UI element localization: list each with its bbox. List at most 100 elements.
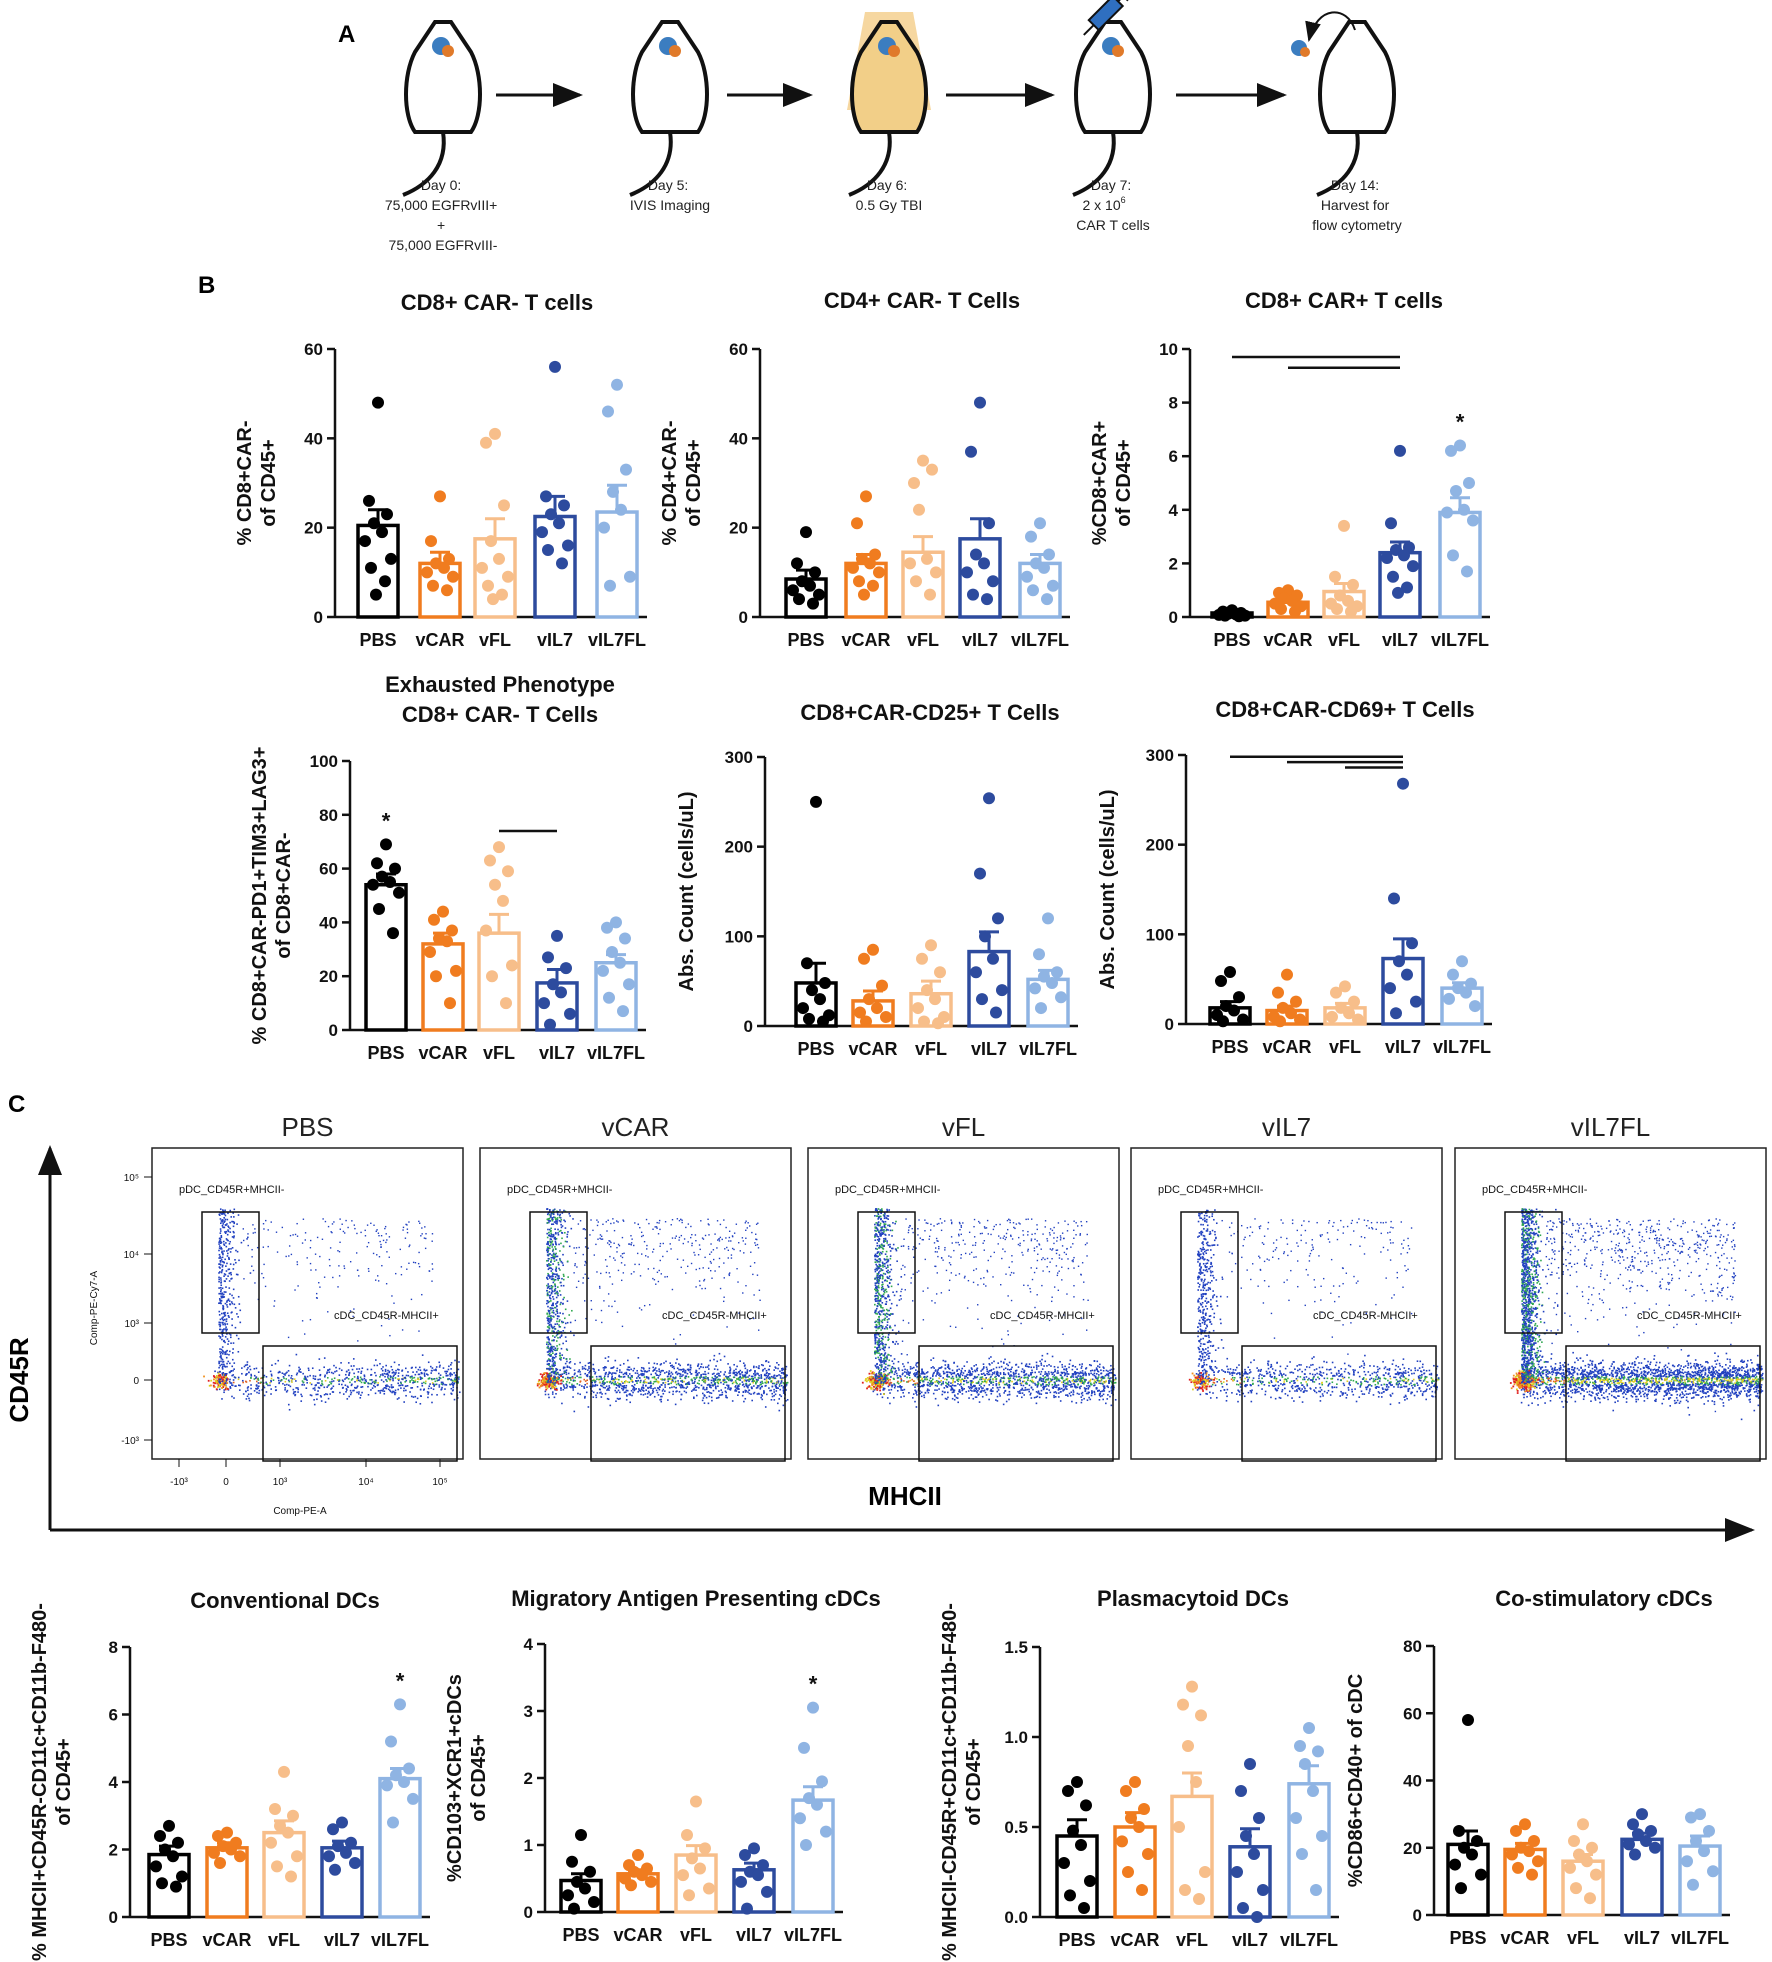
data-point-PBS: [154, 1830, 166, 1842]
data-point-vIL7: [340, 1846, 352, 1859]
x-tick-label: vFL: [268, 1930, 300, 1950]
data-point-vFL: [1342, 594, 1354, 607]
y-tick-label: 40: [304, 429, 323, 448]
data-point-vFL: [908, 477, 920, 489]
flow-dots: [536, 1208, 789, 1413]
mouse-icon: [629, 20, 709, 197]
data-point-vIL7: [1388, 892, 1400, 905]
data-point-vIL7: [1627, 1818, 1639, 1831]
data-point-vIL7: [545, 508, 557, 521]
pdc-gate-label: pDC_CD45R+MHCII-: [507, 1184, 613, 1196]
data-point-vFL: [498, 499, 510, 512]
data-point-vCAR: [1120, 1785, 1132, 1797]
pdc-gate: [529, 1211, 588, 1334]
data-point-PBS: [365, 561, 377, 574]
data-point-vIL7FL: [1445, 444, 1457, 457]
data-point-vIL7FL: [1051, 966, 1063, 979]
data-point-PBS: [150, 1860, 162, 1873]
data-point-vIL7: [551, 929, 563, 942]
x-tick-label: vIL7FL: [1019, 1039, 1077, 1059]
cd45r-axis-label: CD45R: [4, 1337, 34, 1422]
data-point-vIL7FL: [387, 1816, 399, 1829]
data-point-vIL7FL: [1033, 948, 1045, 961]
y-tick-label: 300: [1146, 746, 1174, 765]
data-point-vFL: [918, 1015, 930, 1028]
data-point-vCAR: [434, 490, 446, 503]
data-point-vIL7FL: [611, 378, 623, 391]
data-point-vFL: [1352, 1013, 1364, 1026]
x-tick-label: vIL7: [1382, 630, 1418, 650]
data-point-PBS: [389, 862, 401, 875]
flow-plot-PBS: PBS pDC_CD45R+MHCII-cDC_CD45R-MHCII+ 10⁵ 10…: [89, 1112, 464, 1517]
bar-chart-b3: CD8+ CAR+ T cells 0 2 4 6 8 10 %CD8+CAR+ of CD45…: [1089, 288, 1490, 650]
cdc-gate-label: cDC_CD45R-MHCII+: [990, 1310, 1095, 1322]
data-point-vIL7: [970, 548, 982, 561]
data-point-vIL7FL: [1290, 1812, 1302, 1824]
data-point-vFL: [1330, 986, 1342, 999]
x-tick-label: PBS: [797, 1039, 834, 1059]
mhcii-axis-label: MHCII: [868, 1481, 942, 1511]
data-point-vFL: [681, 1828, 693, 1841]
data-point-vIL7: [979, 930, 991, 943]
data-point-PBS: [1064, 1889, 1076, 1902]
data-point-PBS: [370, 588, 382, 601]
data-point-vFL: [694, 1862, 706, 1875]
flow-x-axis-label: Comp-PE-A: [273, 1506, 327, 1517]
data-point-vCAR: [1133, 1821, 1145, 1833]
data-point-vIL7: [536, 526, 548, 539]
data-point-vIL7: [987, 952, 999, 965]
data-point-vIL7FL: [1041, 593, 1053, 606]
x-tick-label: vCAR: [848, 1039, 897, 1059]
data-point-vFL: [912, 1002, 924, 1015]
data-point-vCAR: [645, 1875, 657, 1888]
data-point-vCAR: [1281, 968, 1293, 981]
data-point-vCAR: [425, 535, 437, 548]
data-point-vCAR: [1523, 1845, 1535, 1858]
data-point-vCAR: [437, 905, 449, 918]
y-tick-label: 60: [319, 860, 338, 879]
y-tick-label: 0: [739, 608, 748, 627]
data-point-vIL7: [987, 575, 999, 588]
data-point-vFL: [699, 1842, 711, 1855]
data-point-PBS: [814, 993, 826, 1006]
y-tick-label: 1.0: [1004, 1728, 1028, 1747]
data-point-vIL7: [1645, 1824, 1657, 1837]
x-tick-label: vIL7FL: [1433, 1037, 1491, 1057]
flow-x-tick-label: -10³: [170, 1477, 188, 1488]
y-axis-label: % CD8+CAR-of CD45+: [234, 420, 280, 545]
data-point-vFL: [493, 552, 505, 565]
data-point-vIL7FL: [807, 1701, 819, 1714]
data-point-PBS: [363, 494, 375, 507]
data-point-vFL: [934, 966, 946, 979]
data-point-PBS: [1455, 1882, 1467, 1895]
cdc-gate: [590, 1345, 786, 1462]
flow-plot-vIL7: vIL7 pDC_CD45R+MHCII-cDC_CD45R-MHCII+: [1130, 1112, 1443, 1462]
data-point-vIL7: [961, 566, 973, 579]
data-point-vCAR: [1122, 1866, 1134, 1878]
data-point-vFL: [502, 570, 514, 583]
x-tick-label: vIL7: [971, 1039, 1007, 1059]
data-point-PBS: [819, 976, 831, 989]
data-point-vIL7FL: [1694, 1808, 1706, 1821]
data-point-vFL: [910, 575, 922, 588]
data-point-PBS: [571, 1875, 583, 1888]
data-point-vIL7FL: [1685, 1811, 1697, 1824]
mouse-icon: [402, 20, 482, 197]
flow-plot-title: PBS: [281, 1112, 333, 1142]
flow-plot-frame: [151, 1147, 464, 1460]
x-tick-label: vIL7: [539, 1043, 575, 1063]
data-point-PBS: [393, 886, 405, 899]
y-tick-label: 200: [1146, 836, 1174, 855]
data-point-vFL: [1173, 1821, 1185, 1833]
bar-vIL7FL: [1438, 510, 1482, 619]
bar-chart-b2: CD4+ CAR- T Cells 0 20 40 60 % CD4+CAR-of CD4…: [659, 288, 1070, 650]
syringe-icon: [1072, 0, 1152, 197]
data-point-vCAR: [1116, 1835, 1128, 1848]
y-axis-label: %CD8+CAR+ of CD45+: [1089, 421, 1135, 545]
data-point-vIL7: [544, 1018, 556, 1031]
data-point-vCAR: [853, 575, 865, 588]
flow-y-tick-label: 10³: [125, 1319, 140, 1330]
data-point-vIL7: [1649, 1841, 1661, 1854]
flow-y-tick-label: 10⁵: [124, 1173, 139, 1184]
data-point-PBS: [368, 517, 380, 530]
